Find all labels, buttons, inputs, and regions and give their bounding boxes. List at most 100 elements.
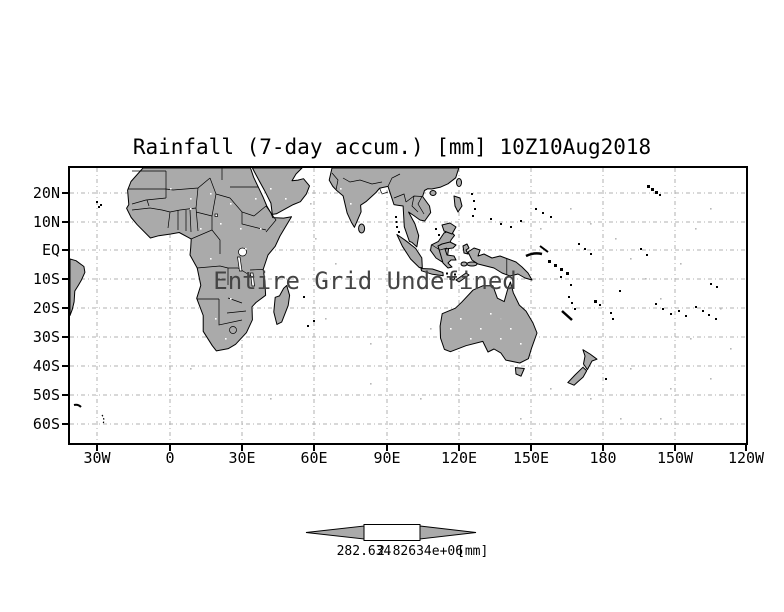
java <box>420 268 444 277</box>
x-tick-label: 150E <box>512 449 550 467</box>
ocean-speckle <box>620 418 622 420</box>
colorbar <box>305 524 477 541</box>
land-speckle <box>500 338 502 340</box>
land-speckle <box>190 208 192 210</box>
halmahera <box>462 243 470 255</box>
asia-india-indochina <box>328 167 460 248</box>
island-dot <box>702 310 704 312</box>
map-canvas: Entire Grid Undefined <box>69 167 746 443</box>
small-islands <box>96 185 718 380</box>
x-tick-label: 30E <box>228 449 256 467</box>
land-speckle <box>220 278 222 280</box>
australia <box>439 281 538 364</box>
new-ireland <box>539 245 549 253</box>
y-tick-label: 50S <box>32 386 60 404</box>
island-dot <box>490 218 492 220</box>
island-dot <box>566 272 569 275</box>
land-speckle <box>510 328 512 330</box>
island-dot <box>571 302 573 304</box>
landmasses <box>69 167 598 386</box>
island-dot <box>708 314 710 316</box>
land-speckle <box>450 328 452 330</box>
land-speckle <box>230 298 232 300</box>
sumba <box>449 276 456 281</box>
island-dot <box>568 296 570 298</box>
island-dot <box>619 290 621 292</box>
y-tick-mark <box>62 249 68 251</box>
island-dot <box>651 188 654 191</box>
island-dot <box>647 185 650 188</box>
land-speckle <box>210 193 212 195</box>
sulawesi <box>437 241 457 269</box>
x-tick-mark <box>313 445 315 451</box>
island-dot <box>510 226 512 228</box>
island-dot <box>100 204 102 206</box>
island-dot <box>303 296 305 298</box>
x-tick-label: 90E <box>373 449 401 467</box>
land-speckle <box>490 313 492 315</box>
y-tick-label: 20N <box>32 184 60 202</box>
y-tick-mark <box>62 423 68 425</box>
island-dot <box>594 300 597 303</box>
ocean-speckle <box>660 298 662 300</box>
x-tick-mark <box>458 445 460 451</box>
island-dot <box>520 220 522 222</box>
hainan <box>429 190 437 196</box>
new-britain <box>525 252 543 258</box>
ocean-speckle <box>325 318 327 320</box>
x-tick-label: 120W <box>727 449 765 467</box>
island-dot <box>710 283 712 285</box>
land-speckle <box>520 343 522 345</box>
island-dot <box>560 276 562 278</box>
south-sandwich <box>101 414 105 425</box>
x-tick-mark <box>530 445 532 451</box>
seram <box>466 261 478 267</box>
ocean-speckle <box>590 223 592 225</box>
land-speckle <box>255 198 257 200</box>
island-dot <box>655 303 657 305</box>
island-dot <box>307 325 309 327</box>
x-tick-mark <box>241 445 243 451</box>
island-dot <box>313 320 315 322</box>
x-tick-label: 120E <box>440 449 478 467</box>
island-dot <box>685 315 687 317</box>
ocean-speckle <box>710 378 712 380</box>
lake-chad <box>214 213 218 217</box>
y-tick-mark <box>62 221 68 223</box>
new-guinea <box>467 247 533 281</box>
island-dot <box>454 273 456 276</box>
ocean-speckle <box>390 288 392 290</box>
island-dot <box>716 286 718 288</box>
plot-title: Rainfall (7-day accum.) [mm] 10Z10Aug201… <box>132 135 652 159</box>
ocean-speckle <box>190 368 192 370</box>
island-dot <box>554 264 557 267</box>
island-dot <box>612 318 614 320</box>
ocean-speckle <box>270 398 272 400</box>
x-tick-mark <box>745 445 747 451</box>
ocean-speckle <box>540 228 542 230</box>
island-dot <box>662 308 664 310</box>
sumatra <box>396 234 423 269</box>
colorbar-right-arrow <box>419 525 477 540</box>
island-dot <box>96 201 98 203</box>
island-dot <box>398 231 400 233</box>
land-speckle <box>270 188 272 190</box>
land-speckle <box>190 198 192 200</box>
land-speckle <box>460 318 462 320</box>
colorbar-box <box>363 524 421 541</box>
tasmania <box>514 367 525 377</box>
island-dot <box>548 260 551 263</box>
arabian-peninsula <box>251 167 310 215</box>
island-dot <box>570 284 572 286</box>
ocean-speckle <box>550 388 552 390</box>
land-speckle <box>240 228 242 230</box>
land-speckle <box>480 328 482 330</box>
island-arcs <box>73 245 573 425</box>
new-caledonia <box>561 310 573 321</box>
y-tick-mark <box>62 336 68 338</box>
ocean-speckle <box>630 258 632 260</box>
ocean-speckle <box>690 338 692 340</box>
x-tick-mark <box>386 445 388 451</box>
ocean-speckle <box>500 318 502 320</box>
y-tick-label: 20S <box>32 299 60 317</box>
